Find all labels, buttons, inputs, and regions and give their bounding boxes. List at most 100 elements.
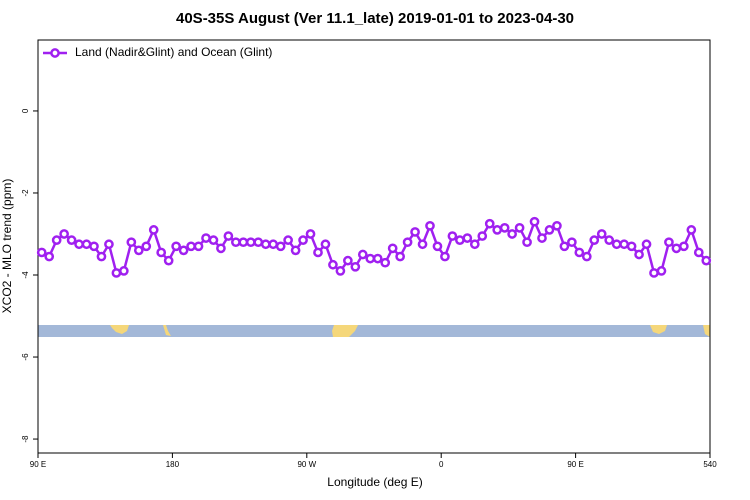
data-point (499, 222, 510, 233)
data-point (544, 225, 555, 235)
data-point (447, 231, 458, 241)
data-point (671, 243, 682, 254)
data-point (260, 239, 271, 250)
data-point (559, 241, 570, 252)
data-point (81, 239, 92, 250)
legend-label: Land (Nadir&Glint) and Ocean (Glint) (75, 45, 272, 59)
x-axis-label: Longitude (deg E) (327, 475, 422, 489)
map-strip (38, 325, 710, 337)
data-point (604, 235, 615, 245)
data-point (133, 245, 144, 256)
data-point (126, 237, 137, 248)
data-point (686, 225, 697, 235)
data-point (253, 237, 264, 248)
data-point (268, 239, 279, 250)
y-tick-label: -6 (21, 353, 30, 361)
data-point (522, 237, 532, 248)
data-point (104, 239, 114, 250)
data-point (275, 241, 286, 252)
data-point (148, 225, 159, 235)
data-point (626, 241, 637, 252)
data-point (372, 253, 383, 264)
data-point (477, 231, 488, 241)
data-point (410, 227, 420, 237)
data-point (417, 239, 428, 250)
data-point (537, 233, 547, 243)
x-tick-label: 180 (166, 460, 180, 469)
data-point (231, 237, 241, 248)
data-point (328, 259, 338, 270)
data-point (283, 235, 293, 245)
data-point (596, 229, 607, 239)
legend-marker (50, 48, 60, 58)
data-point (425, 220, 435, 231)
y-tick-label: 0 (21, 108, 30, 113)
data-point (51, 235, 62, 245)
data-point (208, 235, 219, 245)
data-point (171, 241, 181, 252)
data-point (567, 237, 577, 248)
data-point (193, 241, 204, 252)
data-point (44, 251, 55, 262)
data-point (432, 241, 443, 252)
data-point (335, 266, 346, 276)
data-point (455, 235, 465, 245)
x-tick-label: 90 E (30, 460, 46, 469)
y-tick-label: -2 (21, 189, 30, 197)
x-tick-label: 90 W (297, 460, 316, 469)
data-point (380, 257, 391, 268)
data-point (320, 239, 331, 250)
data-point (245, 237, 256, 248)
data-point (156, 247, 167, 258)
data-point (387, 243, 398, 254)
data-point (89, 241, 99, 252)
data-point (313, 247, 323, 258)
data-point (141, 241, 152, 252)
data-point (365, 253, 376, 264)
data-point (223, 231, 234, 241)
land-patch (703, 325, 710, 337)
data-point (664, 237, 674, 248)
data-point (290, 245, 301, 256)
data-point (492, 225, 503, 235)
data-point (469, 239, 480, 250)
data-point (641, 239, 652, 250)
data-point (649, 268, 659, 278)
land-patch (650, 325, 667, 334)
data-point (611, 239, 622, 250)
plot-frame (37, 39, 711, 454)
data-point (66, 235, 77, 245)
data-point (111, 268, 122, 278)
data-point (119, 266, 129, 276)
data-point (201, 233, 211, 243)
x-tick-label: 0 (439, 460, 444, 469)
data-point (634, 249, 644, 260)
y-tick-label: -8 (21, 435, 30, 443)
data-point (402, 237, 413, 248)
data-point (484, 218, 495, 229)
data-point (357, 249, 368, 260)
data-point (238, 237, 249, 248)
data-point (350, 261, 361, 272)
land-patch (332, 325, 358, 337)
data-point (529, 216, 540, 227)
data-point (186, 241, 196, 252)
data-point (701, 255, 712, 266)
data-point (552, 220, 562, 231)
data-point (679, 241, 689, 252)
data-point (462, 233, 473, 243)
data-point (74, 239, 84, 250)
ocean-band (38, 325, 710, 337)
data-point (96, 251, 107, 262)
data-point (574, 247, 585, 258)
data-point (178, 245, 189, 256)
land-patch (110, 325, 129, 334)
data-point (395, 251, 405, 262)
data-point (656, 266, 667, 276)
land-patch (163, 325, 171, 336)
y-axis-label: XCO2 - MLO trend (ppm) (0, 179, 14, 314)
data-point (163, 255, 174, 266)
data-point (59, 229, 69, 239)
x-tick-label: 540 (703, 460, 717, 469)
